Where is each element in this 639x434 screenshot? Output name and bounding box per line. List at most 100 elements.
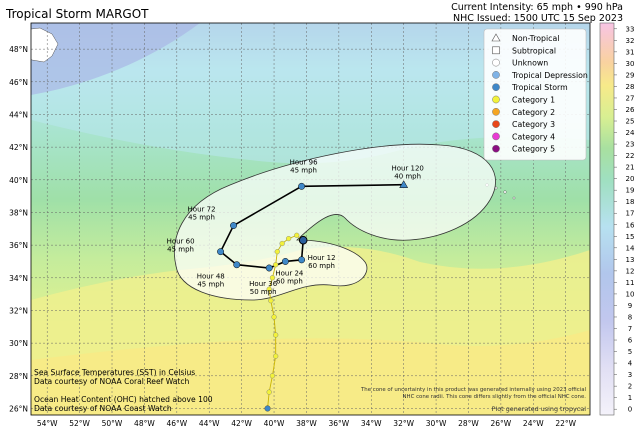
- lon-label: 34°W: [361, 419, 382, 428]
- colorbar-tick: 2: [628, 383, 632, 391]
- colorbar-tick: 7: [628, 325, 632, 333]
- forecast-point: [217, 248, 225, 256]
- forecast-hour-label: Hour 60: [167, 238, 195, 246]
- forecast-hour-label: Hour 48: [197, 273, 225, 281]
- colorbar-tick: 25: [626, 118, 635, 126]
- uncertainty-cone: [174, 143, 496, 301]
- colorbar-tick: 9: [628, 302, 632, 310]
- colorbar-tick: 3: [628, 371, 632, 379]
- lon-label: 28°W: [458, 419, 479, 428]
- forecast-wind-label: 40 mph: [394, 173, 421, 181]
- longitude-labels: 54°W 52°W 50°W 48°W 46°W 44°W 42°W 40°W 38°W 36°W…: [37, 419, 577, 428]
- colorbar-tick: 18: [626, 198, 635, 206]
- lon-label: 44°W: [199, 419, 220, 428]
- forecast-hour-label: Hour 72: [188, 206, 216, 214]
- current-position: [298, 235, 308, 245]
- colorbar-tick: 33: [626, 25, 635, 33]
- past-point: [294, 232, 300, 238]
- past-point: [266, 286, 272, 292]
- forecast-point: [265, 264, 273, 272]
- past-point: [273, 262, 279, 268]
- colorbar-tick: 32: [626, 37, 635, 45]
- past-point: [269, 275, 276, 281]
- lon-label: 50°W: [102, 419, 123, 428]
- past-point: [264, 405, 271, 412]
- colorbar-tick: 28: [626, 83, 635, 91]
- legend-label: Tropical Depression: [511, 71, 588, 80]
- forecast-point-nontropical: [399, 180, 409, 188]
- colorbar-tick: 4: [628, 360, 633, 368]
- map-notes: Sea Surface Temperatures (SST) in Celsiu…: [34, 368, 586, 413]
- colorbar-tick: 23: [626, 141, 635, 149]
- lat-label: 42°N: [9, 143, 28, 152]
- lat-label: 34°N: [9, 274, 28, 283]
- forecast-wind-label: 60 mph: [308, 262, 335, 270]
- lat-label: 26°N: [9, 404, 28, 413]
- colorbar-tick: 24: [626, 129, 635, 137]
- lat-label: 32°N: [9, 306, 28, 315]
- legend-label: Subtropical: [512, 46, 556, 55]
- lon-label: 38°W: [296, 419, 317, 428]
- legend-marker: [492, 71, 500, 79]
- lon-label: 36°W: [328, 419, 349, 428]
- colorbar-tick: 30: [626, 60, 635, 68]
- colorbar-tick: 26: [626, 106, 635, 114]
- colorbar-tick: 16: [626, 221, 635, 229]
- ohc-credit: Data courtesy of NOAA Coast Watch: [34, 404, 172, 413]
- colorbar-tick: 1: [628, 394, 632, 402]
- legend: Non-Tropical Subtropical Unknown Tropical D…: [483, 28, 588, 161]
- sst-note: Sea Surface Temperatures (SST) in Celsiu…: [34, 368, 195, 377]
- legend-marker: [492, 95, 500, 104]
- forecast-wind-label: 50 mph: [250, 288, 277, 296]
- colorbar-tick: 11: [626, 279, 635, 287]
- lon-label: 26°W: [491, 419, 512, 428]
- colorbar-tick: 17: [626, 210, 635, 218]
- lon-label: 42°W: [231, 419, 252, 428]
- forecast-wind-label: 45 mph: [167, 246, 194, 254]
- current-intensity: Current Intensity: 65 mph • 990 hPa: [451, 2, 623, 13]
- colorbar-tick: 8: [628, 313, 632, 321]
- forecast-point: [298, 256, 306, 264]
- forecast-hour-label: Hour 96: [290, 158, 319, 166]
- colorbar-tick: 31: [626, 48, 635, 56]
- lon-label: 54°W: [37, 419, 58, 428]
- past-point: [279, 240, 285, 247]
- forecast-wind-label: 45 mph: [197, 281, 224, 289]
- lon-label: 52°W: [69, 419, 90, 428]
- map-frame: [30, 22, 591, 416]
- lon-label: 24°W: [523, 419, 544, 428]
- plot-credit: Plot generated using tropycal: [492, 405, 587, 413]
- legend-label: Category 4: [512, 132, 555, 141]
- past-point: [286, 236, 292, 242]
- colorbar-tick: 12: [626, 267, 635, 275]
- colorbar-tick: 10: [626, 290, 635, 298]
- colorbar-tick: 20: [626, 175, 635, 183]
- lat-label: 30°N: [9, 339, 28, 348]
- lat-label: 48°N: [9, 45, 28, 54]
- colorbar-tick: 0: [628, 406, 632, 414]
- lon-label: 40°W: [264, 419, 285, 428]
- lat-label: 38°N: [9, 208, 28, 217]
- forecast-point: [230, 222, 237, 229]
- past-point: [273, 353, 279, 359]
- legend-label: Category 5: [512, 145, 555, 154]
- cone-note-2: NHC cone radii. This cone differs slight…: [403, 394, 587, 400]
- legend-marker: [492, 58, 500, 67]
- forecast-wind-label: 60 mph: [276, 277, 303, 285]
- lat-label: 44°N: [9, 110, 28, 119]
- colorbar-tick: 29: [626, 71, 635, 79]
- past-point: [269, 373, 276, 379]
- legend-label: Tropical Storm: [511, 83, 568, 92]
- forecast-hour-label: Hour 24: [275, 269, 304, 277]
- past-point: [274, 249, 280, 255]
- legend-marker: [492, 144, 500, 153]
- forecast-hour-label: Hour 120: [391, 165, 423, 173]
- lat-label: 46°N: [9, 78, 28, 87]
- lat-label: 36°N: [9, 241, 28, 250]
- colorbar-tick: 14: [626, 244, 635, 252]
- lon-label: 46°W: [166, 419, 187, 428]
- sst-credit: Data courtesy of NOAA Coral Reef Watch: [34, 377, 190, 386]
- legend-label: Non-Tropical: [512, 34, 559, 43]
- colorbar-tick: 19: [626, 187, 635, 195]
